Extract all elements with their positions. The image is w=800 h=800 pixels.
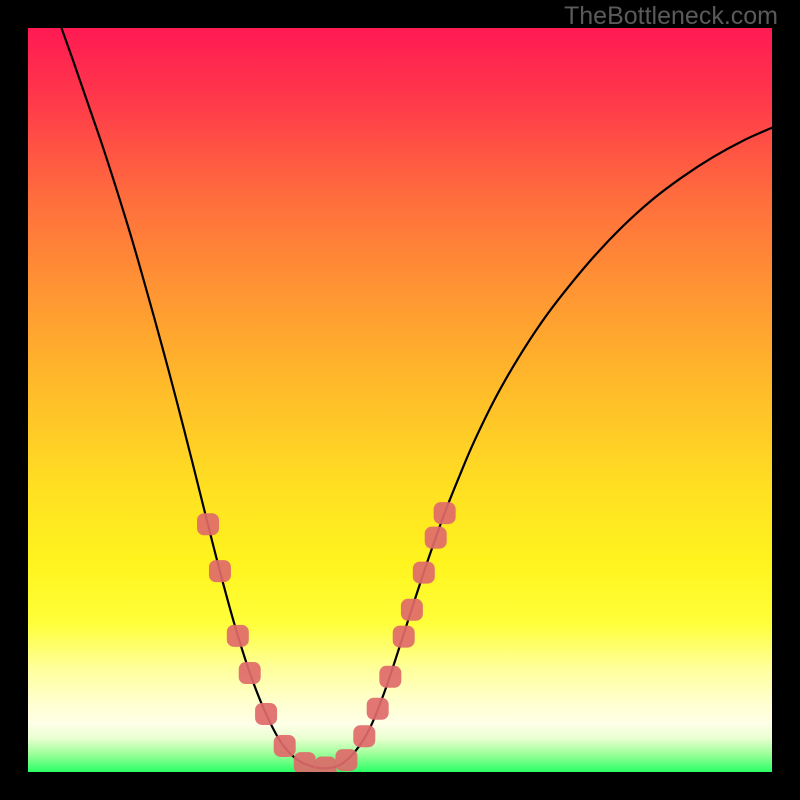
data-marker bbox=[413, 562, 435, 584]
plot-area bbox=[28, 28, 772, 772]
data-marker bbox=[401, 599, 423, 621]
data-marker bbox=[197, 513, 219, 535]
data-marker bbox=[227, 625, 249, 647]
data-marker bbox=[425, 527, 447, 549]
data-marker bbox=[209, 560, 231, 582]
data-marker bbox=[274, 735, 296, 757]
data-marker bbox=[367, 698, 389, 720]
plot-svg bbox=[28, 28, 772, 772]
data-marker bbox=[393, 626, 415, 648]
gradient-background bbox=[28, 28, 772, 772]
data-marker bbox=[335, 749, 357, 771]
data-marker bbox=[239, 662, 261, 684]
data-marker bbox=[434, 502, 456, 524]
data-marker bbox=[353, 725, 375, 747]
data-marker bbox=[315, 757, 337, 772]
chart-frame: TheBottleneck.com bbox=[0, 0, 800, 800]
data-marker bbox=[294, 752, 316, 772]
data-marker bbox=[379, 666, 401, 688]
data-marker bbox=[255, 703, 277, 725]
watermark-text: TheBottleneck.com bbox=[564, 2, 778, 31]
